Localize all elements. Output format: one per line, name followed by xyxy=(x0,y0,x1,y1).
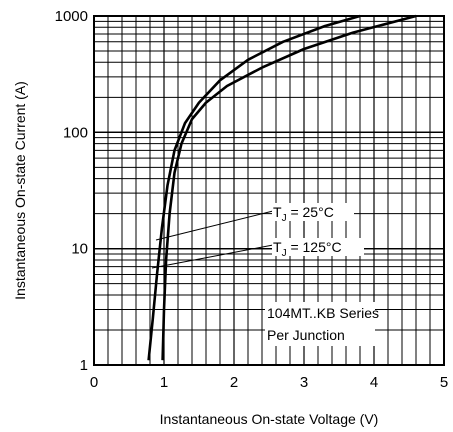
x-tick-label: 4 xyxy=(370,374,378,391)
annotation-leaders xyxy=(151,210,274,269)
y-tick-label: 1 xyxy=(80,357,88,374)
legend-125c-sub: J xyxy=(282,248,287,259)
series-line-2 xyxy=(161,14,417,361)
x-tick-label: 3 xyxy=(300,374,308,391)
legend-25c: TJ = 25°C xyxy=(272,203,354,224)
x-tick-label: 2 xyxy=(230,374,238,391)
curves xyxy=(147,14,417,361)
series-label-line-2: Per Junction xyxy=(267,327,345,343)
series-label-line-1: 104MT..KB Series xyxy=(267,305,379,321)
x-tick-label: 0 xyxy=(90,374,98,391)
x-tick-label: 5 xyxy=(440,374,448,391)
leader-line-25c xyxy=(155,210,274,241)
y-axis-title: Instantaneous On-state Current (A) xyxy=(12,81,28,300)
series-line-1 xyxy=(147,14,361,361)
svg-text:TJ = 125°C: TJ = 125°C xyxy=(273,239,342,259)
y-tick-label: 100 xyxy=(63,124,88,141)
y-tick-label: 10 xyxy=(71,241,88,258)
legend-125c: TJ = 125°C xyxy=(272,238,364,259)
y-tick-label: 1000 xyxy=(55,8,88,25)
plot-frame xyxy=(93,15,445,366)
legend-25c-prefix: T xyxy=(273,204,282,220)
x-axis-title: Instantaneous On-state Voltage (V) xyxy=(160,411,379,427)
svg-text:TJ = 25°C: TJ = 25°C xyxy=(273,204,334,224)
legend-125c-suffix: = 125°C xyxy=(287,239,342,255)
legend-25c-suffix: = 25°C xyxy=(287,204,334,220)
legend-25c-sub: J xyxy=(282,213,287,224)
x-tick-label: 1 xyxy=(160,374,168,391)
leader-line-125c xyxy=(151,244,274,269)
legend-125c-prefix: T xyxy=(273,239,282,255)
series-label-box: 104MT..KB Series Per Junction xyxy=(265,302,379,346)
